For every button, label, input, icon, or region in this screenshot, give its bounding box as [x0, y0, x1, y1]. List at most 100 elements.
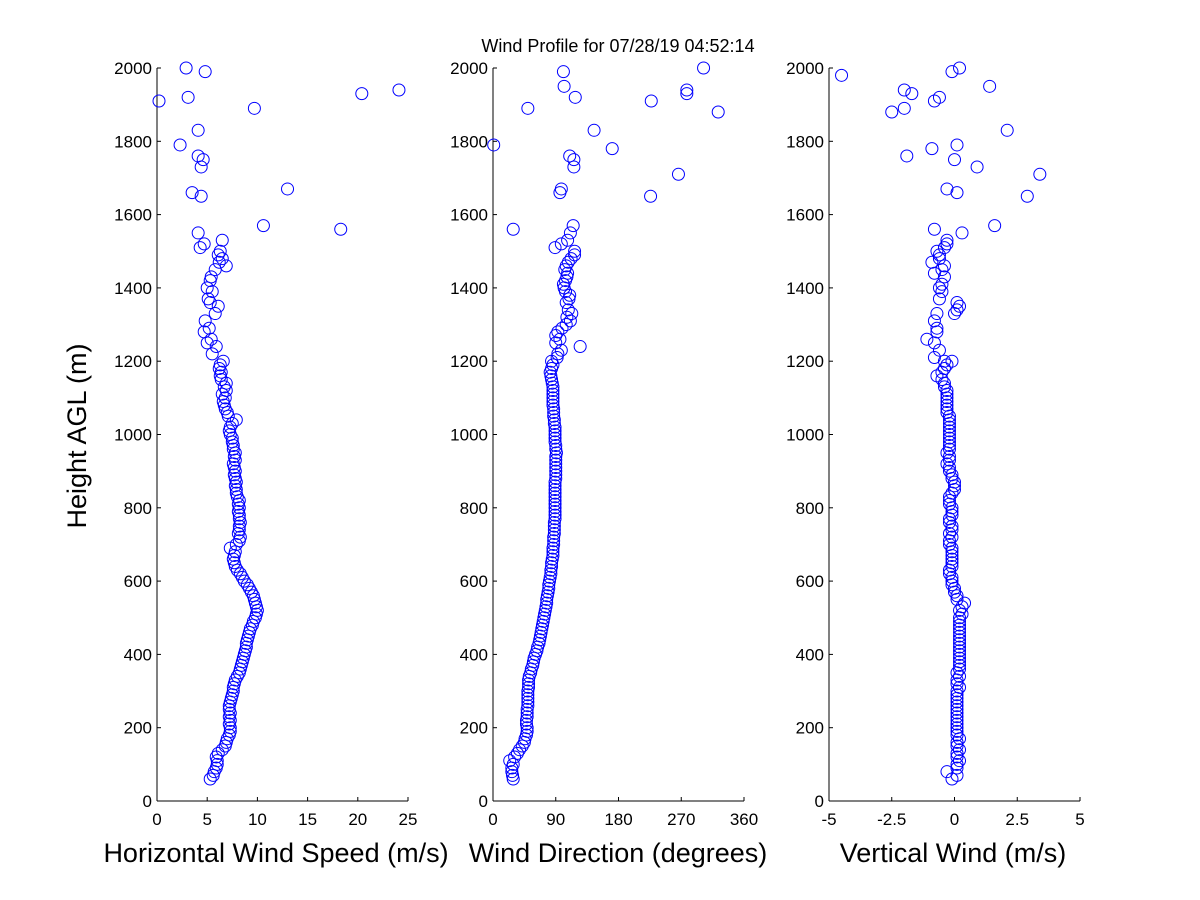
panel-0-data-point [225, 417, 239, 431]
panel-2-data-point [950, 296, 964, 310]
panel-2-data-point [940, 182, 954, 196]
panel-2-data-point [897, 83, 911, 97]
panel-0-data-point [226, 684, 240, 698]
panel-0-data-point [242, 581, 256, 595]
panel-1-data-point [548, 497, 562, 511]
panel-0-xtick-label: 10 [248, 810, 267, 829]
panel-1-data-point [545, 559, 559, 573]
panel-0-data-point [209, 340, 223, 354]
panel-1-data-point [548, 428, 562, 441]
panel-2-data-point [925, 142, 939, 156]
panel-0-data-point [281, 182, 295, 196]
panel-1-data-point [522, 680, 536, 694]
panel-2-data-point [940, 233, 954, 247]
panel-2-data-point [897, 101, 911, 115]
panel-0-data-point [198, 314, 212, 328]
panel-0-data-point [194, 189, 208, 203]
panel-2-data-point [950, 735, 964, 749]
panel-0-data-point [215, 233, 229, 247]
panel-2-data-point [942, 435, 956, 449]
panel-2-data-point [942, 420, 956, 434]
panel-2-data-point [937, 270, 951, 284]
panel-0-data-point [202, 321, 216, 335]
panel-0-ytick-label: 1000 [114, 426, 152, 445]
panel-2-data-point [950, 768, 964, 782]
panel-0-data-point [233, 530, 247, 544]
panel-0-xtick-label: 0 [152, 810, 161, 829]
panel-1-ytick-label: 1200 [450, 352, 488, 371]
panel-2-ytick-label: 1600 [786, 206, 824, 225]
panel-0-data-point [191, 123, 205, 137]
panel-1-ytick-label: 1600 [450, 206, 488, 225]
panel-0-xtick-label: 5 [202, 810, 211, 829]
panel-1-data-point [548, 482, 562, 496]
panel-0-data-point [334, 222, 348, 236]
figure-title: Wind Profile for 07/28/19 04:52:14 [481, 36, 754, 56]
panel-2-data-point [930, 321, 944, 335]
panel-0-data-point [215, 252, 229, 266]
panel-0-data-point [210, 757, 224, 771]
panel-0-data-point [203, 296, 217, 310]
panel-1-data-point [549, 460, 563, 474]
panel-0-xtick-label: 15 [298, 810, 317, 829]
panel-2-data-point [900, 149, 914, 163]
panel-1-data-point [546, 391, 560, 405]
panel-2-data-point [955, 600, 969, 614]
panel-2-data-point [953, 614, 967, 628]
panel-0-ytick-label: 600 [124, 572, 152, 591]
panel-1-data-point [568, 90, 582, 104]
panel-0-xtick-label: 20 [348, 810, 367, 829]
panel-2-data-point [958, 596, 972, 610]
panel-2-data-point [942, 537, 956, 551]
panel-2-data-point [950, 677, 964, 691]
panel-0-data-point [213, 244, 227, 258]
panel-1-data-point [566, 219, 580, 233]
panel-1-data-point [549, 464, 563, 478]
panel-1-data-point [680, 83, 694, 97]
panel-2-data-point [1000, 123, 1014, 137]
panel-1-data-point [559, 296, 573, 310]
panel-1-data-point [542, 581, 556, 595]
panel-2-xtick-label: -2.5 [877, 810, 906, 829]
panel-0-data-point [222, 702, 236, 716]
panel-2-data-point [1033, 167, 1047, 181]
panel-2-data-point [945, 541, 959, 555]
panel-0-data-point [246, 589, 260, 603]
panel-1-data-point [554, 237, 568, 251]
panel-1-data-point [554, 182, 568, 196]
panel-1-data-point [521, 688, 535, 702]
panel-2-data-point [942, 464, 956, 478]
panel-2-data-point [953, 662, 967, 676]
panel-0-ytick-label: 1600 [114, 206, 152, 225]
panel-2-data-point [927, 222, 941, 236]
panel-1-data-point [549, 471, 563, 485]
panel-2-xtick-label: 0 [950, 810, 959, 829]
panel-1-data-point [548, 512, 562, 526]
panel-2-xtick-label: 2.5 [1005, 810, 1029, 829]
panel-2-data-point [950, 303, 964, 317]
panel-1-data-point [548, 504, 562, 518]
panel-1-data-point [521, 101, 535, 115]
panel-1-data-point [644, 189, 658, 203]
panel-1-data-point [563, 149, 577, 163]
panel-2-data-point [945, 530, 959, 544]
panel-2-data-point [953, 651, 967, 665]
panel-2-data-point [953, 622, 967, 636]
panel-1-data-point [546, 384, 560, 398]
panel-2-data-point [940, 457, 954, 471]
panel-1-data-point [521, 699, 535, 713]
panel-2-data-point [970, 160, 984, 174]
panel-2-data-point [940, 398, 954, 412]
panel-2-data-point [945, 65, 959, 79]
panel-2-data-point [932, 343, 946, 357]
panel-0-data-point [225, 431, 239, 445]
panel-1-data-point [568, 244, 582, 258]
panel-1-data-point [559, 259, 573, 273]
panel-2-data-point [930, 307, 944, 321]
panel-1-data-point [503, 754, 517, 768]
panel-2-data-point [953, 644, 967, 658]
panel-2-data-point [953, 658, 967, 672]
panel-1-data-point [567, 153, 581, 167]
panel-0-data-point [229, 413, 243, 427]
panel-0-data-point [233, 567, 247, 581]
